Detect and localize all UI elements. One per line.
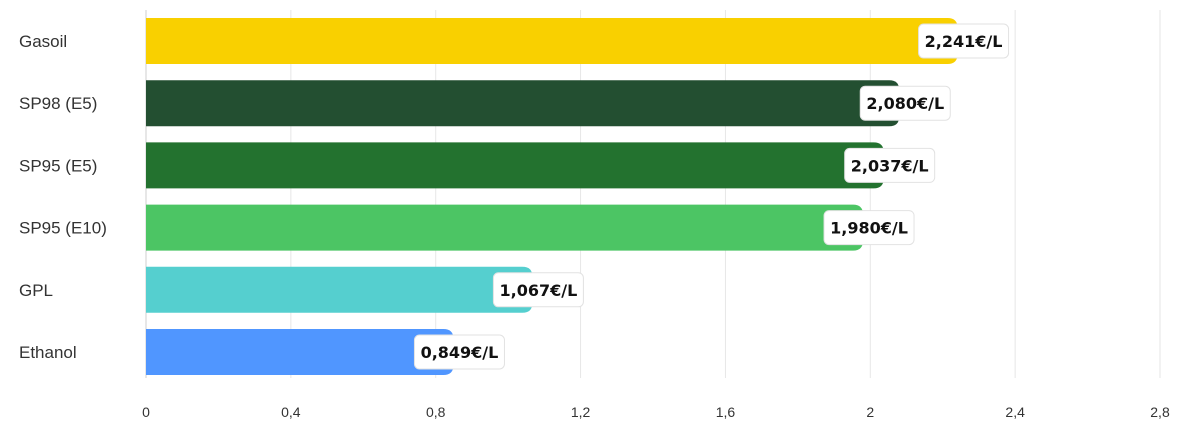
bar-gasoil (146, 18, 958, 64)
category-label: SP95 (E5) (19, 156, 97, 175)
category-label: Gasoil (19, 32, 67, 51)
x-tick-label: 0,8 (426, 404, 446, 420)
value-label-box (844, 147, 936, 183)
bar-sp95-e10 (146, 204, 864, 251)
x-tick-label: 1,2 (571, 404, 591, 420)
x-tick-label: 2,4 (1005, 404, 1025, 420)
category-label: SP95 (E10) (19, 219, 107, 238)
x-tick-label: 1,6 (716, 404, 736, 420)
value-label-text: 2,037€/L (851, 156, 929, 175)
value-label-ethanol: 0,849€/L (413, 334, 505, 370)
bar-sp95-e5 (146, 142, 884, 189)
category-label: GPL (19, 281, 53, 300)
x-tick-label: 0,4 (281, 404, 301, 420)
value-label-box (918, 23, 1010, 59)
bars (146, 18, 958, 375)
category-label: Ethanol (19, 343, 77, 362)
value-label-text: 1,980€/L (830, 219, 908, 238)
value-label-sp95-e5: 2,037€/L (844, 147, 936, 183)
value-label-sp98-e5: 2,080€/L (859, 85, 951, 121)
gridlines (145, 10, 1161, 378)
value-label-gasoil: 2,241€/L (918, 23, 1010, 59)
x-tick-label: 0 (142, 404, 150, 420)
bar-ethanol (146, 329, 454, 375)
category-labels: Gasoil SP98 (E5) SP95 (E5) SP95 (E10) GPL Eth… (19, 32, 107, 362)
category-label: SP98 (E5) (19, 94, 97, 113)
bar-gpl (146, 266, 533, 313)
value-label-box (859, 85, 951, 121)
value-label-text: 2,241€/L (925, 32, 1003, 51)
value-label-box (492, 272, 584, 308)
value-label-box (823, 210, 915, 246)
value-label-gpl: 1,067€/L (492, 272, 584, 308)
value-label-text: 2,080€/L (866, 94, 944, 113)
x-axis-tick-labels: 0 0,4 0,8 1,2 1,6 2 2,4 2,8 (142, 404, 1170, 420)
value-labels: 2,241€/L 2,080€/L 2,037€/L 1,980€/L 1,067€/L… (413, 23, 1010, 370)
value-label-text: 0,849€/L (421, 343, 499, 362)
x-tick-label: 2,8 (1150, 404, 1170, 420)
bar-sp98-e5 (146, 80, 900, 127)
value-label-text: 1,067€/L (500, 281, 578, 300)
x-tick-label: 2 (866, 404, 874, 420)
value-label-box (413, 334, 505, 370)
value-label-sp95-e10: 1,980€/L (823, 210, 915, 246)
